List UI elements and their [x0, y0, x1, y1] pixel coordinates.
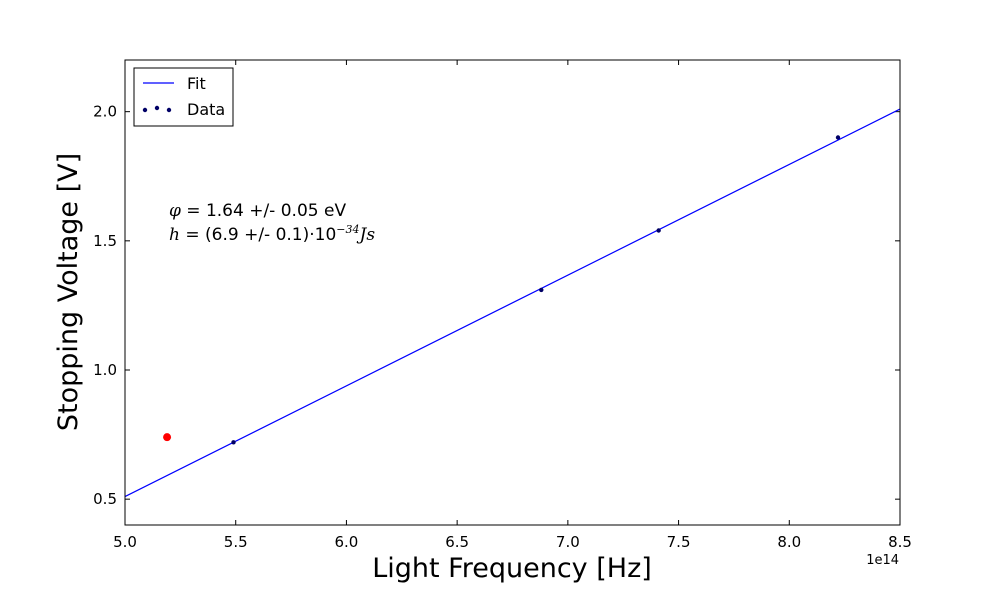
x-tick-label: 7.0: [556, 533, 580, 551]
legend-data-swatch-2: [154, 105, 160, 111]
outlier-point: [163, 433, 172, 442]
annotation-h-suffix: Js: [357, 225, 376, 245]
annotation-h-symbol: h: [169, 225, 180, 245]
x-tick-label: 7.5: [667, 533, 691, 551]
plot-area: [125, 60, 900, 525]
y-axis-title: Stopping Voltage [V]: [53, 153, 84, 431]
annotation-h-exponent: −34: [336, 223, 359, 236]
y-tick-label: 1.0: [93, 361, 117, 379]
annotation-h-text: = (6.9 +/- 0.1)·10: [180, 225, 336, 245]
annotation-h: h = (6.9 +/- 0.1)·10−34Js: [169, 223, 375, 245]
x-offset-label: 1e14: [866, 553, 899, 568]
data-point: [539, 287, 544, 293]
axis-ticks: 5.0 5.5 6.0 6.5 7.0 7.5 8.0 8.5 0.5 1.0 1.5 2.0: [93, 60, 912, 551]
y-tick-label: 0.5: [93, 490, 117, 508]
data-point: [656, 228, 661, 233]
x-axis-title: Light Frequency [Hz]: [372, 553, 652, 584]
series-layer: [124, 108, 901, 498]
legend-data-swatch-1: [142, 107, 148, 113]
fit-line: [124, 108, 901, 498]
y-tick-label: 1.5: [93, 232, 117, 250]
legend-box: [133, 67, 234, 127]
x-tick-label: 6.5: [445, 533, 469, 551]
legend-data-swatch-3: [166, 107, 172, 113]
legend-fit-label: Fit: [187, 74, 206, 93]
y-tick-label: 2.0: [93, 103, 117, 121]
x-tick-label: 8.5: [888, 533, 912, 551]
plot-frame: [124, 59, 901, 526]
x-tick-label: 6.0: [334, 533, 358, 551]
annotation-phi-symbol: φ: [169, 201, 181, 221]
x-tick-label: 5.0: [113, 533, 137, 551]
data-point: [231, 440, 236, 445]
annotation-phi: φ = 1.64 +/- 0.05 eV: [169, 201, 346, 221]
x-tick-label: 8.0: [777, 533, 801, 551]
data-point: [835, 135, 841, 140]
annotation-phi-text: = 1.64 +/- 0.05 eV: [181, 201, 347, 221]
legend: Fit Data: [133, 67, 234, 127]
x-tick-label: 5.5: [224, 533, 248, 551]
legend-data-label: Data: [187, 100, 225, 119]
